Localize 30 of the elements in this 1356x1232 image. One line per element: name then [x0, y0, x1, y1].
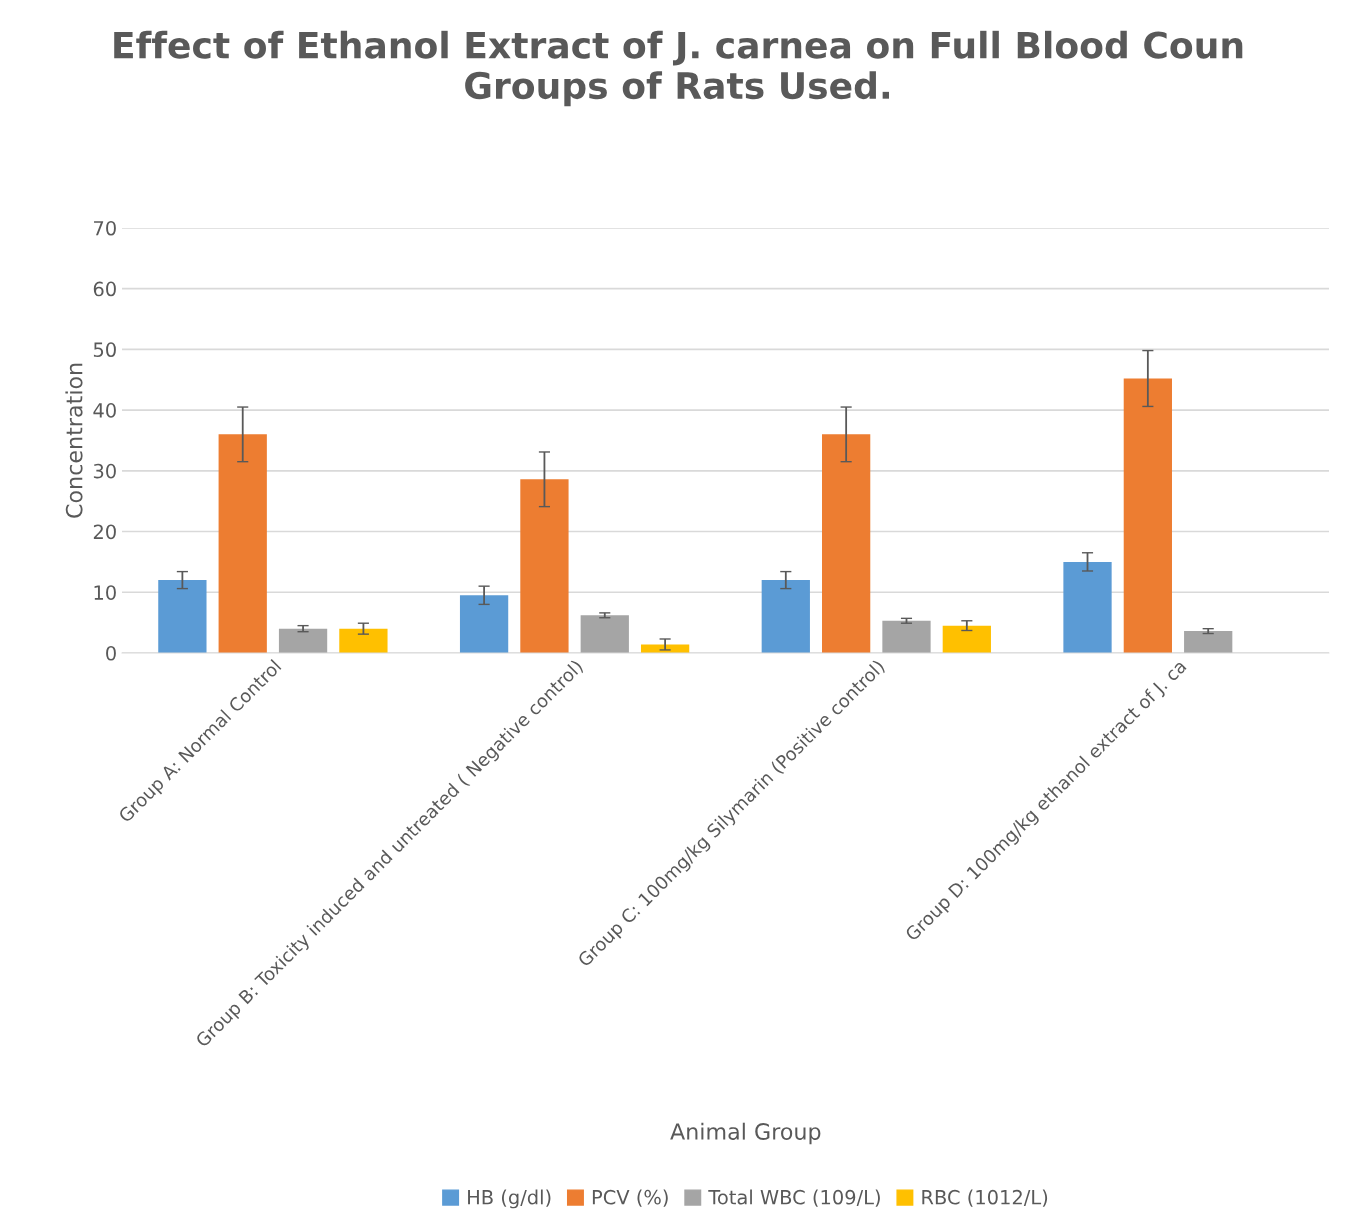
legend-label: HB (g/dl) — [468, 1189, 551, 1209]
bar — [942, 625, 991, 653]
x-axis-title: Animal Group — [670, 1122, 821, 1145]
y-tick-label: 30 — [93, 463, 116, 479]
y-tick-label: 60 — [93, 281, 116, 297]
y-axis-title: Concentration — [65, 363, 83, 518]
bar — [1123, 378, 1172, 653]
bar — [218, 434, 267, 653]
bar — [1184, 631, 1233, 653]
bar — [339, 628, 388, 653]
legend-label: RBC (1012/L) — [922, 1189, 1048, 1207]
y-tick-label: 70 — [94, 220, 116, 236]
bar — [882, 620, 931, 653]
bar — [1063, 561, 1112, 653]
chart-title: Effect of Ethanol Extract of J. carnea on Full Blood Coun Groups of Rats Used. — [114, 30, 1243, 107]
bar — [520, 479, 569, 653]
bar — [761, 580, 810, 653]
bar — [459, 595, 509, 653]
bar — [158, 580, 207, 653]
bar — [822, 434, 871, 653]
bar — [278, 628, 328, 653]
y-tick-label: 0 — [106, 645, 116, 661]
y-tick-label: 20 — [93, 524, 116, 540]
legend-label: PCV (%) — [592, 1189, 668, 1207]
y-tick-label: 40 — [93, 403, 116, 418]
legend-label: Total WBC (109/L) — [708, 1189, 880, 1207]
bar — [640, 644, 690, 653]
bar — [580, 615, 629, 653]
y-tick-label: 10 — [94, 585, 116, 600]
y-tick-label: 50 — [93, 342, 116, 358]
